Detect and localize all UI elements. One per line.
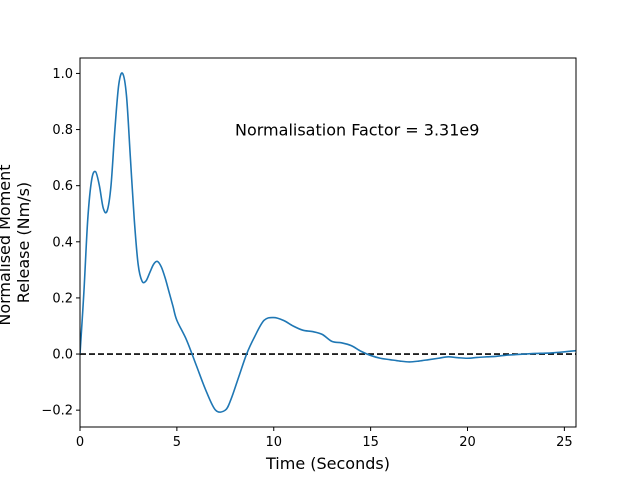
x-tick-label: 25	[556, 435, 573, 450]
x-tick-label: 5	[173, 435, 181, 450]
y-axis-label: Normalised Moment Release (Nm/s)	[0, 159, 33, 325]
x-tick-label: 10	[265, 435, 282, 450]
x-axis-label: Time (Seconds)	[265, 454, 390, 473]
y-axis-label-line-2: Release (Nm/s)	[14, 182, 33, 303]
x-tick-label: 15	[362, 435, 379, 450]
y-tick-label: −0.2	[41, 404, 73, 419]
y-tick-label: 0.2	[52, 291, 73, 306]
series-line-0	[80, 72, 576, 413]
y-tick-label: 0.6	[52, 179, 73, 194]
ticks-layer: 0 5 10 15 20 25 −0.2 0.0 0.2 0.4 0.6 0.8 1.0	[41, 67, 572, 450]
y-tick-label: 0.4	[52, 235, 73, 250]
y-tick-label: 0.8	[52, 123, 73, 138]
axes-frame	[79, 57, 577, 428]
plot-layer	[80, 72, 576, 413]
normalisation-annotation: Normalisation Factor = 3.31e9	[235, 121, 479, 140]
x-tick-label: 20	[459, 435, 476, 450]
x-tick-label: 0	[76, 435, 84, 450]
y-tick-label: 1.0	[52, 67, 73, 82]
y-tick-label: 0.0	[52, 348, 73, 363]
y-axis-label-line-1: Normalised Moment	[0, 164, 14, 325]
